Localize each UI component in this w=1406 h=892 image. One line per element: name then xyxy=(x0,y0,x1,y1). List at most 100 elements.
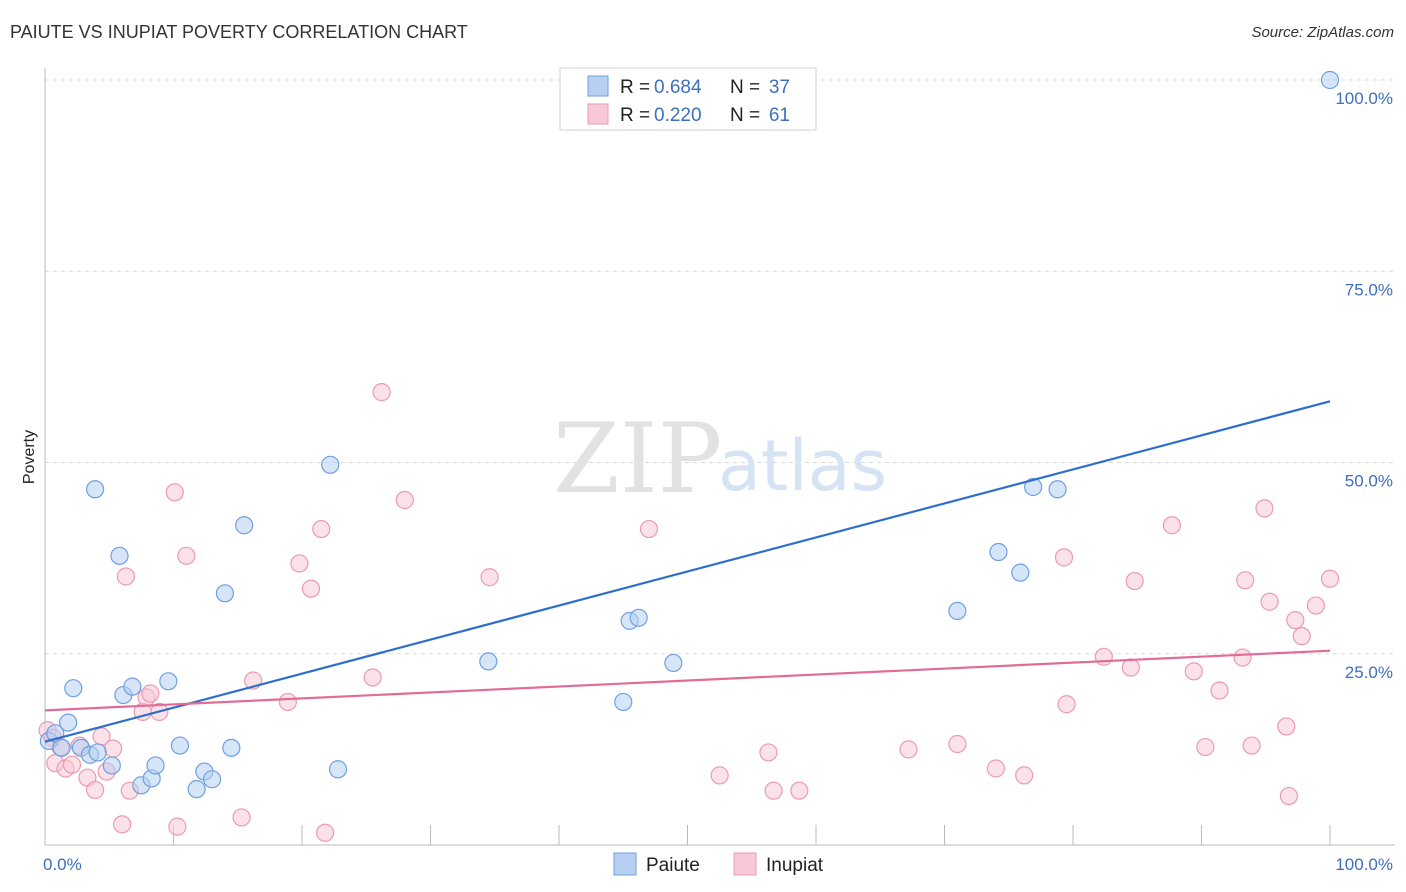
paiute-point xyxy=(202,770,222,789)
paiute-legend-label: Paiute xyxy=(646,855,700,876)
paiute-point xyxy=(948,601,967,621)
paiute-point xyxy=(664,653,683,673)
gridlines xyxy=(45,79,1395,655)
paiute-point xyxy=(222,738,241,757)
inupiat-point xyxy=(165,483,184,502)
inupiat-point xyxy=(1210,681,1229,700)
inupiat-point xyxy=(278,692,297,712)
paiute-point xyxy=(1320,70,1340,90)
watermark-zip: ZIP xyxy=(553,403,722,515)
inupiat-point xyxy=(1255,499,1274,518)
paiute-point xyxy=(321,455,340,474)
axes xyxy=(44,68,1395,846)
paiute-point xyxy=(1048,480,1067,499)
inupiat-point xyxy=(639,519,659,539)
inupiat-point xyxy=(168,817,187,836)
inupiat-point xyxy=(1015,766,1034,785)
legend-r-label: R = xyxy=(620,105,650,126)
legend-r-label: R = xyxy=(620,77,650,98)
x-tick-label: 100.0% xyxy=(1335,855,1393,874)
inupiat-point xyxy=(301,579,321,598)
paiute-point xyxy=(215,584,234,603)
paiute-point xyxy=(328,760,348,779)
paiute-point xyxy=(479,652,498,671)
data-points xyxy=(38,70,1340,842)
paiute-trend-line xyxy=(44,400,1331,743)
inupiat-point xyxy=(1277,717,1296,736)
inupiat-point xyxy=(112,815,132,834)
inupiat-point xyxy=(290,554,309,573)
legend-swatch xyxy=(587,103,609,125)
paiute-point xyxy=(52,738,71,757)
inupiat-point xyxy=(395,490,414,510)
inupiat-point xyxy=(759,743,778,762)
x-tick-label: 0.0% xyxy=(43,855,82,874)
inupiat-point xyxy=(1057,695,1076,714)
paiute-point xyxy=(59,713,78,732)
source-label: Source: ZipAtlas.com xyxy=(1251,24,1394,41)
inupiat-point xyxy=(1320,569,1340,588)
y-tick-label: 100.0% xyxy=(1335,89,1393,108)
paiute-point xyxy=(1024,477,1043,497)
paiute-point xyxy=(187,780,206,799)
legend-n-value: 37 xyxy=(769,77,790,98)
inupiat-point xyxy=(363,668,382,687)
inupiat-point xyxy=(764,781,783,800)
y-tick-labels: 25.0% 50.0% 75.0% 100.0% xyxy=(1335,89,1393,682)
trend-lines xyxy=(44,400,1331,743)
legend: R = 0.684 N = 37 R = 0.220 N = 61 xyxy=(559,67,817,131)
inupiat-point xyxy=(1260,592,1279,611)
inupiat-point xyxy=(710,766,729,785)
paiute-point xyxy=(629,608,648,627)
inupiat-point xyxy=(116,567,136,586)
inupiat-legend-label: Inupiat xyxy=(766,855,824,876)
inupiat-point xyxy=(1292,627,1311,646)
paiute-point xyxy=(159,672,178,691)
paiute-point xyxy=(102,756,121,775)
inupiat-point xyxy=(1094,647,1113,666)
bottom-legend: Paiute Inupiat xyxy=(613,852,824,876)
inupiat-point xyxy=(1233,648,1252,667)
inupiat-point xyxy=(986,759,1006,778)
legend-n-label: N = xyxy=(730,77,760,98)
paiute-point xyxy=(123,677,142,696)
inupiat-point xyxy=(1162,516,1182,535)
inupiat-point xyxy=(316,823,335,842)
paiute-point xyxy=(64,679,83,698)
inupiat-trend-line xyxy=(44,649,1331,712)
inupiat-point xyxy=(1184,662,1203,681)
inupiat-point xyxy=(312,519,331,539)
x-tick-labels: 0.0% 100.0% xyxy=(43,855,1393,874)
inupiat-point xyxy=(1125,571,1144,591)
inupiat-point xyxy=(948,734,967,754)
inupiat-legend-swatch xyxy=(733,852,757,876)
inupiat-point xyxy=(1279,786,1298,806)
legend-swatch xyxy=(587,75,609,97)
inupiat-point xyxy=(1054,548,1074,567)
paiute-point xyxy=(86,480,105,499)
watermark: ZIP atlas xyxy=(553,403,887,515)
inupiat-point xyxy=(899,740,918,759)
watermark-atlas: atlas xyxy=(718,425,887,507)
inupiat-point xyxy=(62,755,82,774)
paiute-point xyxy=(1011,563,1030,582)
inupiat-point xyxy=(177,546,196,565)
inupiat-point xyxy=(104,739,123,758)
paiute-point xyxy=(88,743,107,762)
inupiat-point xyxy=(232,808,251,827)
paiute-point xyxy=(235,516,254,535)
inupiat-point xyxy=(86,780,105,800)
y-axis-label: Poverty xyxy=(21,430,38,484)
inupiat-point xyxy=(1196,737,1215,757)
inupiat-point xyxy=(372,383,391,402)
inupiat-point xyxy=(480,568,499,587)
y-tick-label: 50.0% xyxy=(1345,472,1393,491)
inupiat-point xyxy=(141,684,160,703)
legend-r-value: 0.220 xyxy=(654,105,702,126)
inupiat-point xyxy=(1236,571,1255,590)
paiute-point xyxy=(170,736,190,755)
paiute-legend-swatch xyxy=(613,852,637,876)
y-tick-label: 25.0% xyxy=(1345,663,1393,682)
paiute-point xyxy=(110,546,129,565)
